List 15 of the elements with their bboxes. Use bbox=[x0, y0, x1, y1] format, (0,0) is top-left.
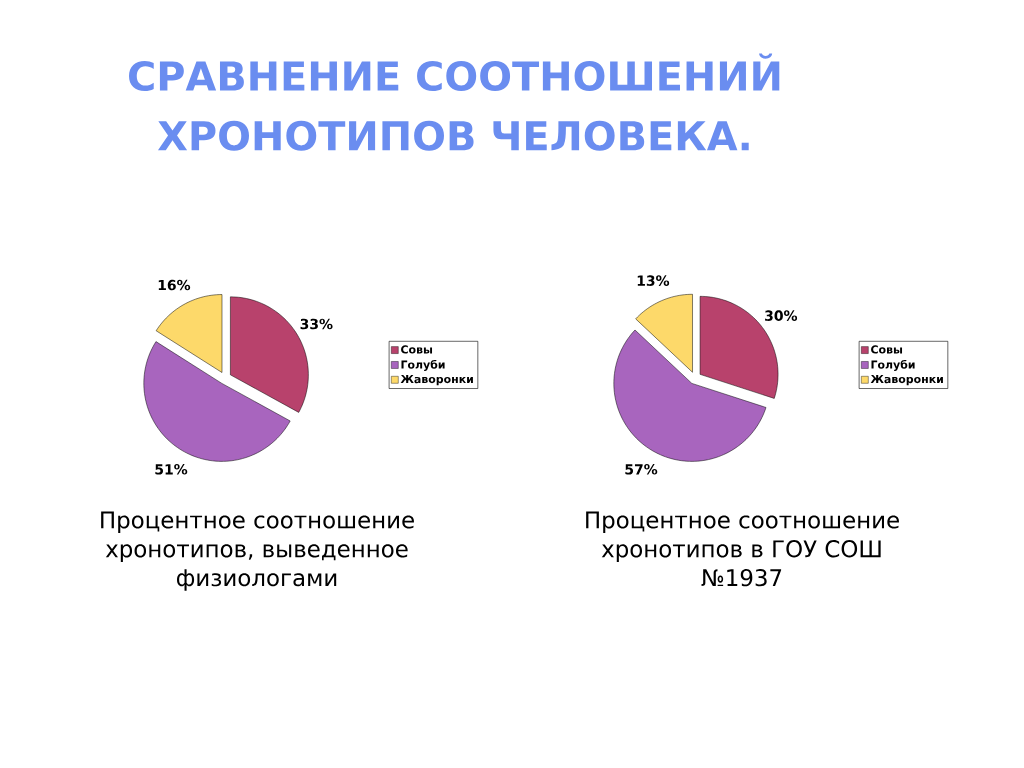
legend-label: Жаворонки bbox=[400, 375, 473, 386]
data-label: 16% bbox=[158, 279, 191, 291]
chart-title: СРАВНЕНИЕ СООТНОШЕНИЙ ХРОНОТИПОВ ЧЕЛОВЕКА. bbox=[129, 53, 780, 151]
data-label: 33% bbox=[300, 318, 333, 330]
data-label: 30% bbox=[765, 310, 798, 321]
data-label: 13% bbox=[637, 275, 670, 286]
legend-label: Голуби bbox=[401, 359, 445, 371]
legend-label: Совы bbox=[871, 345, 903, 354]
legend-label: Жаворонки bbox=[870, 375, 943, 386]
data-label: 57% bbox=[625, 464, 658, 475]
legend-label: Голуби bbox=[871, 359, 915, 371]
text: Процентное соотношение хронотипов, выведенное физиологами bbox=[101, 511, 414, 591]
text: Процентное соотношение хронотипов в ГОУ СОШ №1937 bbox=[586, 511, 899, 587]
data-label: 51% bbox=[155, 464, 188, 475]
legend-label: Совы bbox=[401, 345, 433, 354]
